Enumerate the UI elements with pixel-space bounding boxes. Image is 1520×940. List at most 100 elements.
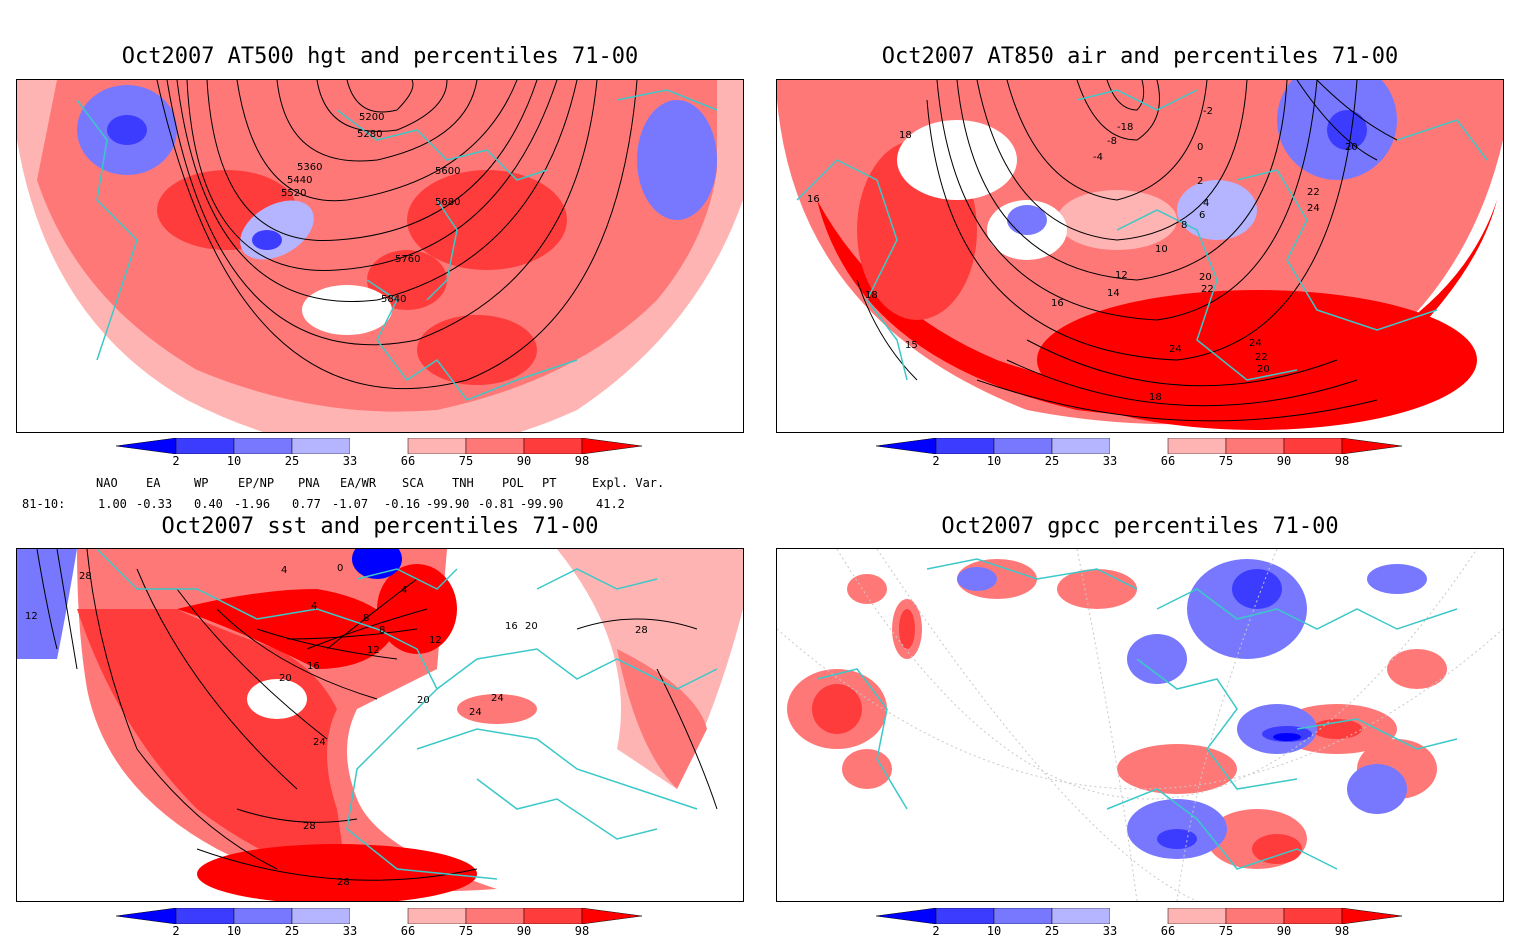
- colorbar-label: 98: [574, 924, 590, 938]
- contour-label: 20: [279, 673, 292, 684]
- contour-label: 20: [417, 695, 430, 706]
- gpcc-map: [777, 549, 1503, 901]
- tele-header: EA: [146, 476, 161, 490]
- contour-label: 28: [635, 625, 648, 636]
- panel1-title: Oct2007 AT500 hgt and percentiles 71-00: [121, 44, 639, 69]
- colorbar-label: 10: [986, 454, 1002, 468]
- tele-header: POL: [502, 476, 524, 490]
- contour-label: 10: [1155, 244, 1168, 255]
- colorbar-label: 75: [1218, 924, 1234, 938]
- contour-label: -18: [1117, 122, 1133, 133]
- colorbar-label: 25: [1044, 924, 1060, 938]
- air850-map: 18 16 18 15 -2 20 22 24 -4 -8 -18 0 2 4 …: [777, 80, 1503, 432]
- tele-row-label: 81-10:: [22, 497, 66, 511]
- colorbar-label: 33: [342, 924, 358, 938]
- contour-label: 18: [1149, 392, 1162, 403]
- contour-label: 5280: [357, 129, 382, 140]
- tele-header: Expl. Var.: [592, 476, 665, 490]
- colorbar-label: 66: [400, 454, 416, 468]
- contour-label: 6: [1199, 210, 1205, 221]
- colorbar-label: 33: [1102, 924, 1118, 938]
- contour-label: 4: [281, 565, 287, 576]
- colorbar-label: 33: [1102, 454, 1118, 468]
- contour-label: 20: [1345, 142, 1358, 153]
- tele-value: -0.33: [136, 497, 173, 511]
- contour-label: 24: [313, 737, 326, 748]
- contour-label: 14: [1107, 288, 1120, 299]
- contour-label: 28: [79, 571, 92, 582]
- colorbar-label: 10: [986, 924, 1002, 938]
- contour-label: 20: [525, 621, 538, 632]
- panel2-title: Oct2007 AT850 air and percentiles 71-00: [881, 44, 1399, 69]
- contour-label: 12: [367, 645, 380, 656]
- contour-label: 5680: [435, 197, 460, 208]
- colorbar-label: 90: [516, 924, 532, 938]
- map-panel-gpcc: [776, 548, 1504, 902]
- hgt500-map: 5200 5280 5360 5440 5520 5600 5680 5760 …: [17, 80, 743, 432]
- colorbar-top-left: 2 10 25 33 66 75 90 98: [115, 437, 646, 468]
- tele-header: PT: [542, 476, 557, 490]
- colorbar-label: 66: [400, 924, 416, 938]
- map-panel-hgt500: 5200 5280 5360 5440 5520 5600 5680 5760 …: [16, 79, 744, 433]
- map-panel-air850: 18 16 18 15 -2 20 22 24 -4 -8 -18 0 2 4 …: [776, 79, 1504, 433]
- tele-header: EA/WR: [340, 476, 377, 490]
- tele-header: EP/NP: [238, 476, 275, 490]
- colorbar-label: 75: [1218, 454, 1234, 468]
- contour-label: 5360: [297, 162, 322, 173]
- contour-label: -8: [1107, 136, 1117, 147]
- colorbar-label: 75: [458, 454, 474, 468]
- colorbar-bottom-right: 2 10 25 33 66 75 90 98: [875, 907, 1406, 938]
- map-panel-sst: 28 12 4 0 4 4 8 8 12 16 20 24 28 28 20 2…: [16, 548, 744, 902]
- contour-label: 5520: [281, 188, 306, 199]
- contour-label: 5200: [359, 112, 384, 123]
- tele-header: WP: [194, 476, 209, 490]
- contour-label: 0: [337, 563, 343, 574]
- contour-label: 4: [311, 601, 317, 612]
- contour-label: 15: [905, 340, 918, 351]
- colorbar-label: 90: [516, 454, 532, 468]
- tele-value: -1.07: [332, 497, 369, 511]
- colorbar-bottom-left: 2 10 25 33 66 75 90 98: [115, 907, 646, 938]
- tele-value: 0.40: [194, 497, 223, 511]
- colorbar-label: 98: [1334, 454, 1350, 468]
- tele-value: -0.16: [384, 497, 421, 511]
- colorbar-label: 2: [932, 454, 940, 468]
- tele-header: PNA: [298, 476, 320, 490]
- colorbar-top-right: 2 10 25 33 66 75 90 98: [875, 437, 1406, 468]
- colorbar-label: 10: [226, 924, 242, 938]
- contour-label: 24: [469, 707, 482, 718]
- contour-label: 28: [303, 821, 316, 832]
- contour-label: -2: [1203, 106, 1213, 117]
- contour-label: 28: [337, 877, 350, 888]
- contour-label: 16: [1051, 298, 1064, 309]
- contour-label: 5760: [395, 254, 420, 265]
- tele-value: 1.00: [98, 497, 127, 511]
- contour-label: 12: [429, 635, 442, 646]
- contour-label: 16: [307, 661, 320, 672]
- colorbar-label: 66: [1160, 924, 1176, 938]
- colorbar-label: 90: [1276, 454, 1292, 468]
- colorbar-label: 10: [226, 454, 242, 468]
- contour-label: 8: [379, 625, 385, 636]
- contour-label: 12: [25, 611, 38, 622]
- tele-value: -0.81: [478, 497, 515, 511]
- colorbar-label: 2: [932, 924, 940, 938]
- colorbar-label: 75: [458, 924, 474, 938]
- contour-label: 12: [1115, 270, 1128, 281]
- contour-label: 22: [1307, 187, 1320, 198]
- colorbar-label: 25: [1044, 454, 1060, 468]
- contour-label: 16: [505, 621, 518, 632]
- colorbar-label: 98: [574, 454, 590, 468]
- contour-label: 24: [1249, 338, 1262, 349]
- contour-label: 20: [1257, 364, 1270, 375]
- tele-value: 0.77: [292, 497, 321, 511]
- contour-label: 20: [1199, 272, 1212, 283]
- contour-label: 4: [401, 585, 407, 596]
- contour-label: 18: [865, 290, 878, 301]
- contour-label: 0: [1197, 142, 1203, 153]
- colorbar-label: 33: [342, 454, 358, 468]
- contour-label: 22: [1255, 352, 1268, 363]
- panel4-title: Oct2007 gpcc percentiles 71-00: [941, 514, 1339, 539]
- contour-label: -4: [1093, 152, 1103, 163]
- colorbar-label: 25: [284, 454, 300, 468]
